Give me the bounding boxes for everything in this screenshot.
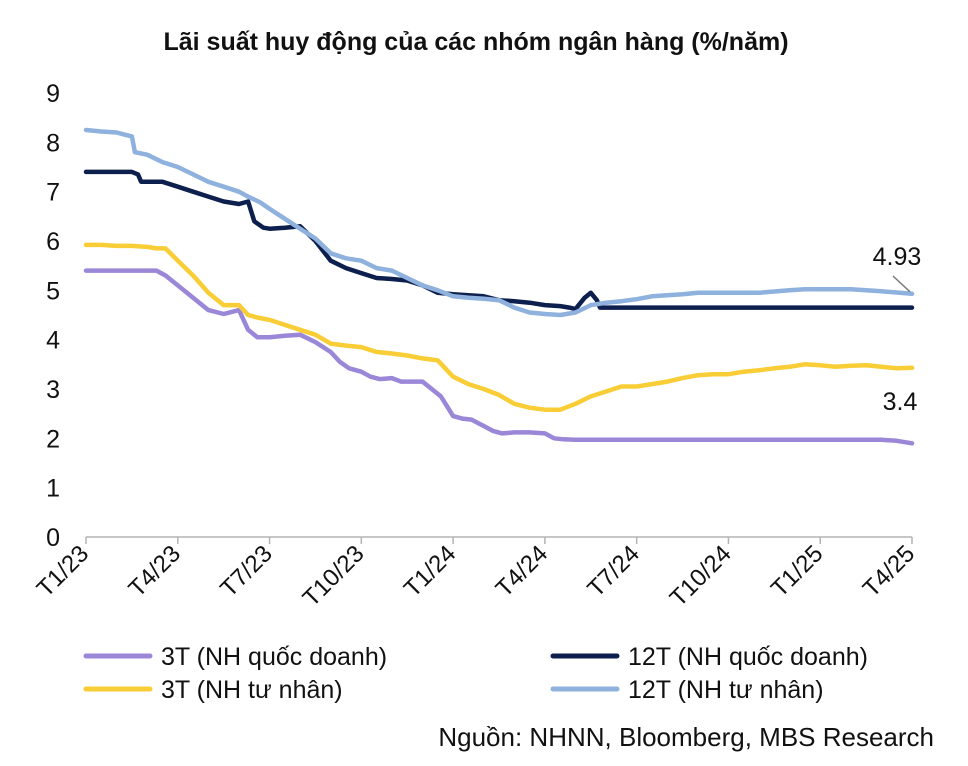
- x-axis: T1/23 T4/23 T7/23 T10/23 T1/24 T4/24 T7/24 T10/…: [32, 536, 920, 612]
- legend-item: 12T (NH quốc doanh): [550, 643, 868, 671]
- x-tick-label: T1/23: [32, 540, 94, 602]
- legend-item: 12T (NH tư nhân): [550, 676, 824, 704]
- x-tick-label: T4/23: [124, 540, 186, 602]
- x-tick-label: T1/24: [399, 540, 461, 602]
- series-12t-private-line: [83, 127, 915, 318]
- series-3t-private-line: [83, 242, 915, 412]
- y-tick-label: 7: [46, 179, 60, 207]
- callout-value-3t-private: 3.4: [883, 388, 918, 416]
- y-tick-label: 6: [46, 228, 60, 256]
- chart-title: Lãi suất huy động của các nhóm ngân hàng…: [163, 28, 788, 56]
- callout-box-12t-private: [858, 234, 936, 276]
- y-axis: 0 1 2 3 4 5 6 7 8 9: [46, 80, 60, 552]
- legend-item: 3T (NH tư nhân): [83, 676, 343, 704]
- y-tick-label: 8: [46, 129, 60, 157]
- y-tick-label: 5: [46, 277, 60, 305]
- x-tick-label: T7/23: [215, 540, 277, 602]
- legend: 3T (NH quốc doanh) 12T (NH quốc doanh) 3T …: [83, 643, 868, 704]
- y-tick-label: 2: [46, 425, 60, 453]
- callout-box-3t-private: [868, 381, 932, 421]
- x-tick-label: T4/24: [491, 540, 553, 602]
- y-tick-label: 1: [46, 475, 60, 503]
- y-tick-label: 3: [46, 376, 60, 404]
- y-tick-label: 0: [46, 524, 60, 552]
- series-3t-state-line: [83, 268, 915, 446]
- x-tick-label: T4/25: [858, 540, 920, 602]
- source-note: Nguồn: NHNN, Bloomberg, MBS Research: [438, 722, 934, 752]
- legend-label: 12T (NH tư nhân): [628, 676, 824, 704]
- x-tick-label: T10/24: [665, 540, 737, 612]
- callout-value-12t-private: 4.93: [873, 243, 922, 271]
- legend-item: 3T (NH quốc doanh): [83, 643, 387, 671]
- legend-label: 12T (NH quốc doanh): [628, 643, 868, 671]
- legend-label: 3T (NH tư nhân): [161, 676, 343, 704]
- callout-leader-line: [892, 275, 911, 293]
- x-tick-label: T10/23: [298, 540, 370, 612]
- legend-label: 3T (NH quốc doanh): [161, 643, 387, 671]
- y-tick-label: 4: [46, 327, 60, 355]
- x-tick-label: T7/24: [582, 540, 644, 602]
- x-tick-label: T1/25: [766, 540, 828, 602]
- y-tick-label: 9: [46, 80, 60, 108]
- plot-area: [83, 127, 915, 446]
- annotations: 4.93 3.4: [858, 234, 936, 421]
